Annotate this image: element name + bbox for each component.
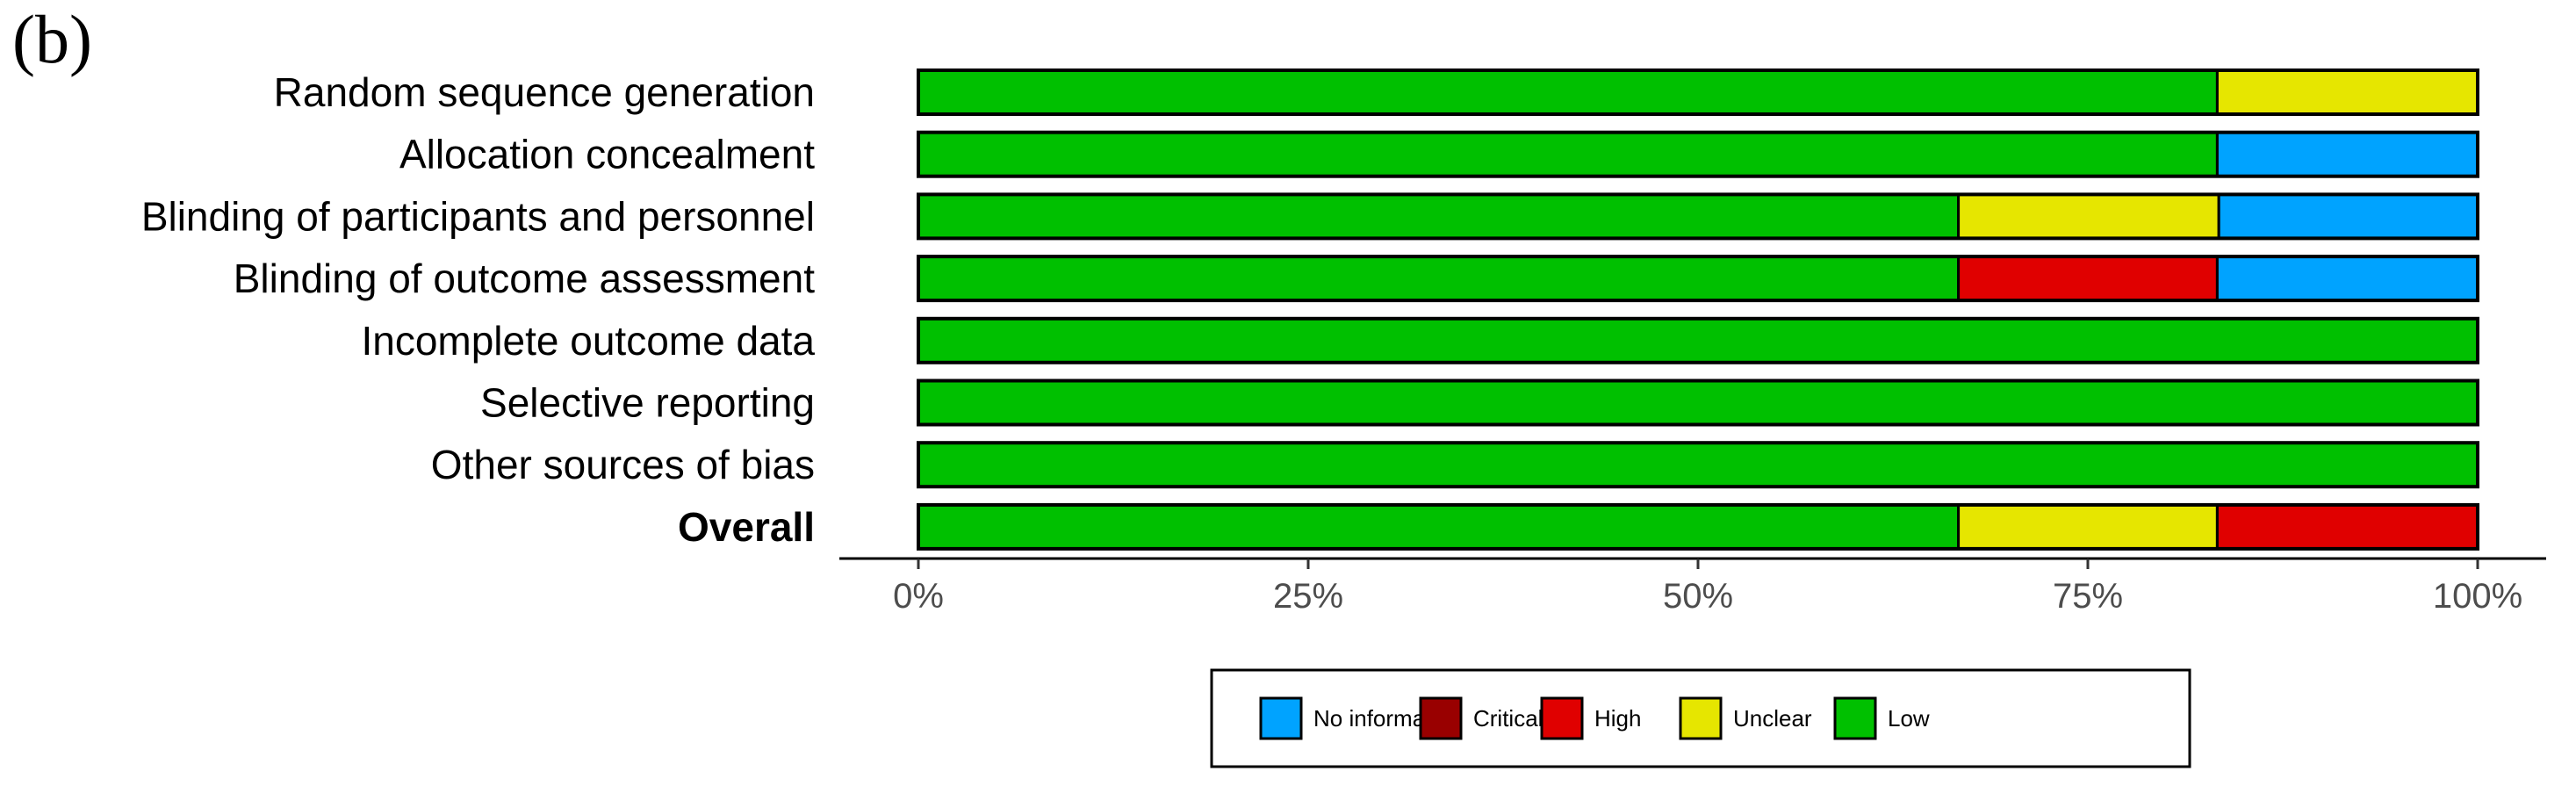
legend-swatch <box>1679 696 1723 740</box>
bar-outline <box>917 378 2479 427</box>
bar-row-random-sequence-generation: Random sequence generation <box>274 68 2479 116</box>
bar-segment-unclear <box>2215 68 2479 116</box>
legend-item-critical: Critical <box>1419 696 1543 740</box>
bar-segment-no-information <box>2215 131 2479 178</box>
bar-row-blinding-of-outcome-assessment: Blinding of outcome assessment <box>234 255 2479 303</box>
bar-outline <box>917 255 2479 303</box>
legend-item-unclear: Unclear <box>1679 696 1812 740</box>
legend-swatch <box>1259 696 1303 740</box>
bar-segment-high <box>2215 503 2479 551</box>
chart-rows: Random sequence generation Allocation con… <box>141 68 2479 551</box>
bar-segment-low <box>917 68 2219 116</box>
row-label: Overall <box>678 504 815 550</box>
legend-swatch <box>1419 696 1463 740</box>
bar-row-blinding-of-participants-and-personnel: Blinding of participants and personnel <box>141 192 2479 241</box>
legend-label: High <box>1594 705 1641 732</box>
bar-row-incomplete-outcome-data: Incomplete outcome data <box>361 316 2479 364</box>
legend-item-low: Low <box>1833 696 1930 740</box>
bar-segment-low <box>917 379 2479 426</box>
x-tick-label: 100% <box>2433 577 2522 616</box>
legend: No information Critical High Unclear Low <box>1210 668 2191 768</box>
bar-segment-low <box>917 317 2479 364</box>
bar-segment-low <box>917 255 1961 302</box>
row-label: Blinding of outcome assessment <box>234 256 815 301</box>
bar-segment-unclear <box>1957 503 2219 551</box>
bar-row-selective-reporting: Selective reporting <box>480 378 2479 427</box>
panel-label: (b) <box>12 1 92 77</box>
bar-outline <box>917 316 2479 364</box>
x-axis: 0% 25% 50% 75% 100% <box>839 557 2546 616</box>
row-label: Random sequence generation <box>274 69 815 115</box>
bar-segment-no-information <box>2217 192 2479 240</box>
legend-label: Unclear <box>1733 705 1812 732</box>
bar-outline <box>917 68 2479 116</box>
x-tick-label: 50% <box>1663 577 1733 616</box>
legend-label: Low <box>1888 705 1930 732</box>
x-tick-label: 25% <box>1273 577 1343 616</box>
row-label: Allocation concealment <box>399 132 815 177</box>
bar-segment-low <box>917 131 2219 178</box>
row-label: Other sources of bias <box>431 442 815 487</box>
row-label: Blinding of participants and personnel <box>141 193 815 239</box>
bar-row-allocation-concealment: Allocation concealment <box>399 130 2479 178</box>
bar-outline <box>917 441 2479 489</box>
bar-row-overall: Overall <box>678 502 2479 551</box>
x-tick-label: 0% <box>893 577 944 616</box>
bar-outline <box>917 192 2479 241</box>
bar-row-other-sources-of-bias: Other sources of bias <box>431 441 2479 489</box>
bar-segment-no-information <box>2215 255 2479 302</box>
legend-item-high: High <box>1540 696 1641 740</box>
row-label: Incomplete outcome data <box>361 318 815 364</box>
legend-label: Critical <box>1473 705 1543 732</box>
bar-segment-low <box>917 503 1961 551</box>
legend-swatch <box>1833 696 1877 740</box>
bar-segment-unclear <box>1957 192 2220 240</box>
row-label: Selective reporting <box>480 380 815 426</box>
bar-segment-low <box>917 441 2479 488</box>
bar-outline <box>917 130 2479 178</box>
bar-segment-low <box>917 192 1961 240</box>
bar-segment-high <box>1957 255 2219 302</box>
legend-swatch <box>1540 696 1584 740</box>
bar-outline <box>917 502 2479 551</box>
x-tick-label: 75% <box>2053 577 2123 616</box>
